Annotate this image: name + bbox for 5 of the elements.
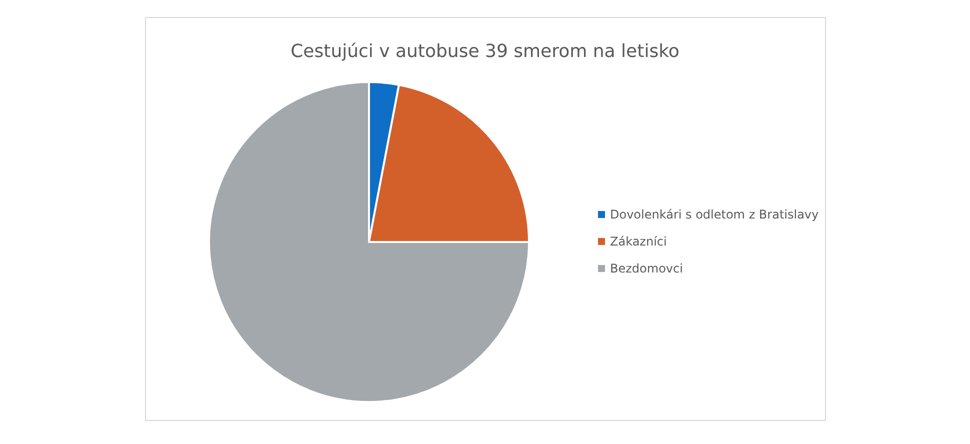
legend-label: Bezdomovci	[610, 261, 683, 276]
chart-title: Cestujúci v autobuse 39 smerom na letisko	[290, 41, 680, 62]
legend-label: Dovolenkári s odletom z Bratislavy	[610, 207, 819, 222]
legend-label: Zákazníci	[610, 234, 667, 248]
pie-slice	[208, 81, 530, 403]
